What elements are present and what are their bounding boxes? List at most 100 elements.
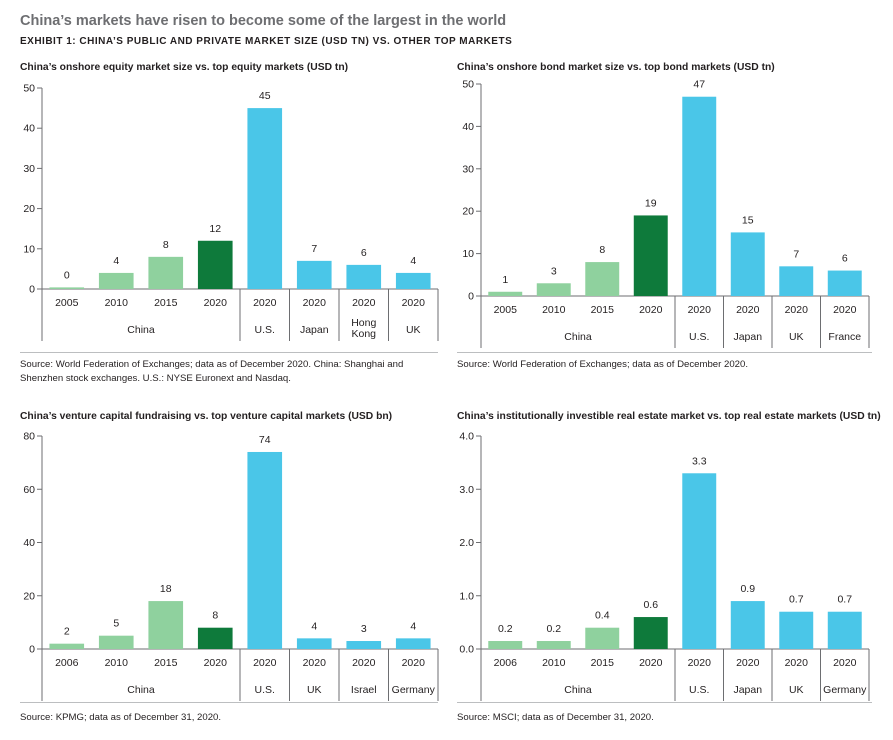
y-tick-label: 60: [23, 484, 35, 496]
y-tick-label: 1.0: [459, 590, 474, 602]
group-label-china: China: [564, 684, 592, 696]
panel-equity: China’s onshore equity market size vs. t…: [20, 62, 450, 384]
bar: [827, 611, 862, 649]
x-tick-label: 2020: [402, 657, 426, 669]
bar: [346, 641, 382, 649]
x-tick-label: 2010: [542, 657, 566, 669]
group-label: Hong: [351, 317, 376, 329]
source-divider: [457, 352, 872, 353]
bond-chart: 0 10 20 30 40 50 1 2005 3 2010 8 2015 19 2020 47 2020 15…: [462, 79, 870, 348]
y-tick-label: 20: [23, 203, 35, 215]
group-label: UK: [789, 331, 804, 343]
panel-real-estate: China’s institutionally investible real …: [457, 411, 887, 731]
x-tick-label: 2020: [352, 297, 376, 309]
data-label: 0.2: [546, 623, 561, 635]
group-label: U.S.: [255, 684, 275, 696]
data-label: 6: [842, 253, 848, 265]
bar: [98, 272, 134, 289]
bar: [197, 627, 233, 649]
x-tick-label: 2020: [303, 657, 327, 669]
x-tick-label: 2020: [736, 657, 760, 669]
x-tick-label: 2010: [542, 304, 566, 316]
y-tick-label: 20: [462, 206, 474, 218]
venture-chart: 0 20 40 60 80 2 2006 5 2010 18 2015 8 2020 74 2020 4 202…: [23, 431, 439, 701]
group-label-china: China: [127, 684, 155, 696]
y-tick-label: 80: [23, 431, 35, 443]
x-tick-label: 2020: [303, 297, 327, 309]
data-label: 7: [311, 243, 317, 255]
x-tick-label: 2020: [352, 657, 376, 669]
x-tick-label: 2015: [154, 297, 178, 309]
chart-title: China’s institutionally investible real …: [457, 411, 881, 422]
data-label: 0.4: [595, 610, 610, 622]
data-label: 5: [113, 618, 119, 630]
exhibit-title: EXHIBIT 1: CHINA’S PUBLIC AND PRIVATE MA…: [20, 36, 513, 47]
x-tick-label: 2006: [494, 657, 518, 669]
panel-venture: China’s venture capital fundraising vs. …: [20, 411, 450, 731]
bar: [779, 611, 814, 649]
data-label: 12: [209, 223, 221, 235]
group-label: Germany: [823, 684, 867, 696]
y-tick-label: 0: [29, 284, 35, 296]
x-tick-label: 2020: [402, 297, 426, 309]
bar: [536, 283, 571, 296]
data-label: 8: [212, 610, 218, 622]
group-label: France: [828, 331, 861, 343]
bar: [346, 264, 382, 289]
bar: [585, 627, 620, 649]
data-label: 0: [64, 269, 70, 281]
group-label: U.S.: [689, 331, 709, 343]
y-tick-label: 10: [23, 243, 35, 255]
x-tick-label: 2020: [785, 304, 809, 316]
y-tick-label: 0: [468, 291, 474, 303]
bar: [536, 641, 571, 649]
panel-bond: China’s onshore bond market size vs. top…: [457, 62, 887, 382]
chart-source: Source: KPMG; data as of December 31, 20…: [20, 712, 222, 723]
data-label: 19: [645, 197, 657, 209]
y-tick-label: 50: [23, 83, 35, 95]
bar: [247, 108, 283, 289]
y-tick-label: 40: [462, 121, 474, 133]
x-tick-label: 2020: [833, 304, 857, 316]
x-tick-label: 2006: [55, 657, 79, 669]
data-label: 0.7: [789, 594, 804, 606]
y-tick-label: 30: [462, 163, 474, 175]
x-tick-label: 2020: [253, 657, 277, 669]
bar: [247, 451, 283, 649]
data-label: 0.9: [740, 583, 755, 595]
y-tick-label: 0.0: [459, 644, 474, 656]
group-label: Israel: [351, 684, 377, 696]
group-label: Germany: [392, 684, 436, 696]
bar: [148, 256, 184, 289]
y-tick-label: 30: [23, 163, 35, 175]
x-tick-label: 2020: [736, 304, 760, 316]
bar: [585, 262, 620, 296]
source-divider: [20, 352, 438, 353]
data-label: 74: [259, 434, 271, 446]
bar: [779, 266, 814, 296]
bar: [148, 601, 184, 649]
bar: [296, 260, 332, 289]
x-tick-label: 2020: [785, 657, 809, 669]
bar: [633, 215, 668, 296]
chart-title: China’s onshore equity market size vs. t…: [20, 62, 349, 73]
data-label: 8: [599, 244, 605, 256]
group-label: UK: [307, 684, 322, 696]
y-tick-label: 20: [23, 590, 35, 602]
data-label: 4: [311, 620, 317, 632]
x-tick-label: 2005: [494, 304, 518, 316]
x-tick-label: 2015: [591, 304, 615, 316]
x-tick-label: 2020: [688, 304, 712, 316]
data-label: 6: [361, 247, 367, 259]
bar: [682, 96, 717, 296]
group-label: Kong: [351, 328, 376, 340]
data-label: 3: [551, 265, 557, 277]
group-label: Japan: [733, 684, 762, 696]
bar: [730, 232, 765, 296]
data-label: 1: [502, 274, 508, 286]
group-label: Japan: [300, 324, 329, 336]
x-tick-label: 2020: [204, 297, 228, 309]
bar: [682, 473, 717, 649]
bar: [49, 287, 85, 289]
x-tick-label: 2010: [105, 657, 129, 669]
